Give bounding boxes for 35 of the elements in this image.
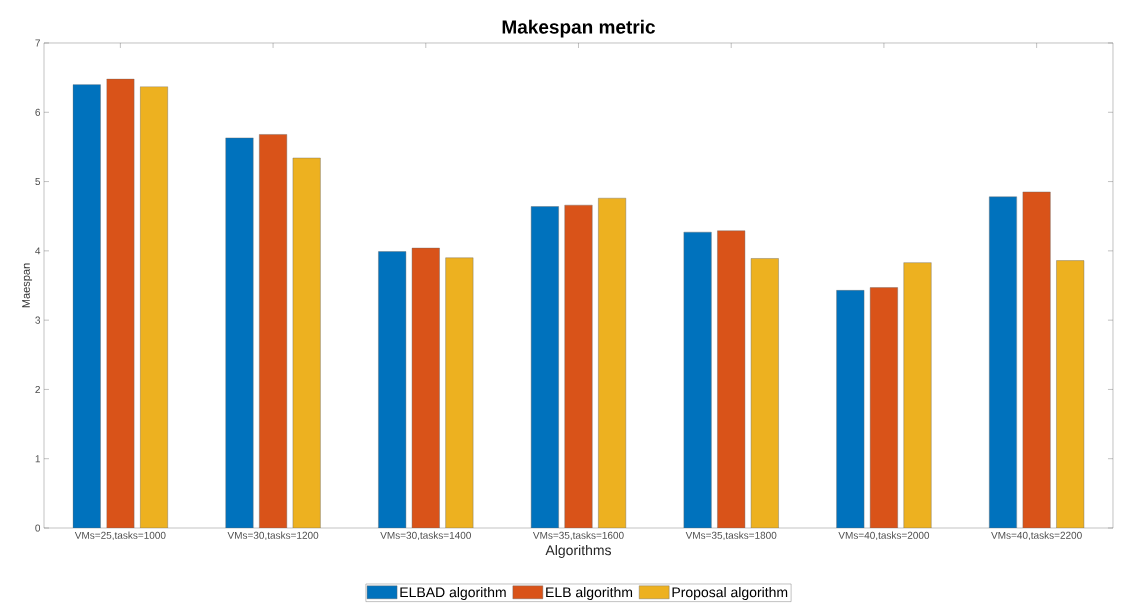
y-tick-label: 6 <box>35 108 41 116</box>
x-tick-label: VMs=30,tasks=1200 <box>227 531 319 541</box>
y-tick-label: 3 <box>35 316 41 324</box>
y-tick-label: 7 <box>35 39 40 47</box>
y-tick-label: 5 <box>35 178 41 186</box>
bar <box>378 251 407 528</box>
x-axis-title: Algorithms <box>545 544 612 558</box>
x-tick-label: VMs=35,tasks=1800 <box>685 531 777 541</box>
x-tick-label: VMs=30,tasks=1400 <box>380 531 471 541</box>
bar <box>140 86 168 528</box>
bar <box>530 206 559 528</box>
bar <box>72 84 101 528</box>
y-tick-label: 4 <box>35 247 41 255</box>
x-tick-label: VMs=40,tasks=2000 <box>838 531 930 541</box>
bar <box>989 196 1017 528</box>
y-tick-label: 2 <box>35 385 40 393</box>
bar <box>683 231 712 528</box>
legend-label: Proposal algorithm <box>672 586 788 601</box>
chart-title: Makespan metric <box>502 19 655 38</box>
bar <box>1056 260 1085 528</box>
bar <box>445 257 474 528</box>
y-tick-label: 0 <box>35 524 41 532</box>
legend-label: ELBAD algorithm <box>400 586 506 601</box>
y-tick-label: 1 <box>35 455 40 463</box>
bar <box>903 262 932 528</box>
x-tick-label: VMs=35,tasks=1600 <box>532 531 624 541</box>
bar <box>750 258 779 528</box>
bar <box>598 198 627 528</box>
x-tick-label: VMs=40,tasks=2200 <box>991 531 1082 541</box>
y-axis-title: Maespan <box>22 263 33 308</box>
bar <box>836 290 865 528</box>
bar <box>225 137 254 528</box>
legend-label: ELB algorithm <box>546 586 633 601</box>
x-tick-label: VMs=25,tasks=1000 <box>74 531 166 541</box>
bar <box>292 157 321 528</box>
